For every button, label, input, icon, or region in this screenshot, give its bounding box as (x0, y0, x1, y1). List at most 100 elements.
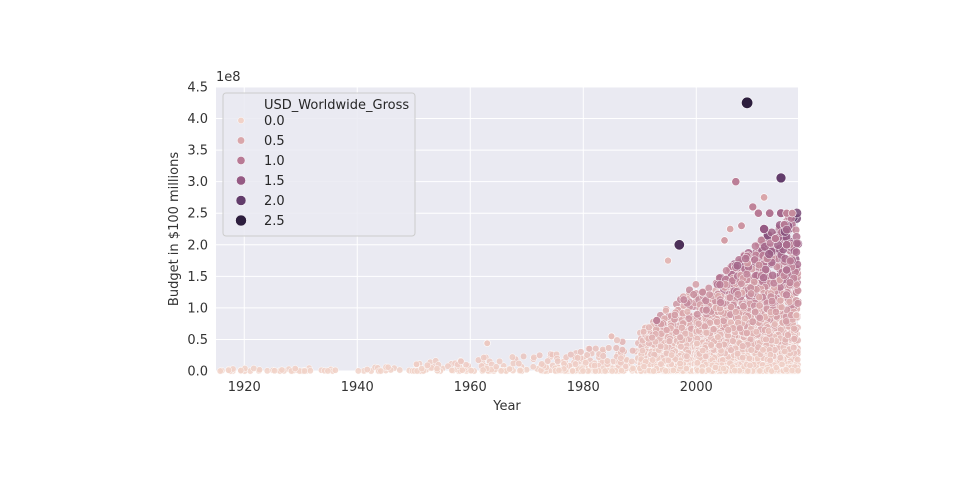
data-point (458, 366, 466, 374)
data-point (331, 366, 339, 374)
data-point (776, 296, 785, 305)
notable-data-point (483, 339, 491, 347)
data-point (668, 351, 676, 359)
notable-data-point (748, 202, 758, 212)
data-point (645, 323, 653, 332)
data-point (741, 254, 751, 264)
notable-data-point (759, 224, 769, 234)
data-point (567, 350, 575, 359)
data-point (467, 367, 475, 375)
data-point (691, 280, 700, 289)
data-point (705, 290, 714, 299)
data-point (702, 352, 710, 360)
notable-data-point (720, 236, 729, 245)
data-point (790, 324, 798, 333)
y-tick-label: 3.0 (187, 175, 208, 190)
data-point (677, 323, 686, 332)
data-point (731, 367, 739, 375)
data-point (384, 363, 392, 371)
data-point (423, 361, 431, 369)
data-point (782, 290, 791, 300)
data-point (657, 342, 665, 351)
data-point (733, 290, 743, 299)
data-point (492, 363, 500, 371)
y-tick-label: 2.0 (187, 238, 208, 253)
data-point (649, 356, 657, 364)
x-tick-label: 1980 (567, 380, 600, 395)
legend-label: 2.5 (264, 214, 285, 229)
data-point (681, 329, 690, 338)
legend-marker (235, 195, 247, 206)
data-point (768, 270, 778, 280)
legend-marker (237, 117, 245, 124)
legend-marker (236, 175, 246, 186)
data-point (306, 367, 314, 375)
data-point (782, 366, 790, 374)
data-point (794, 367, 802, 375)
data-point (751, 241, 760, 251)
data-point (747, 289, 756, 298)
notable-data-point (664, 256, 672, 265)
x-tick-label: 2000 (680, 380, 713, 395)
data-point (354, 367, 362, 375)
data-point (729, 337, 737, 345)
y-axis-title: Budget in $100 millions (167, 152, 182, 306)
data-point (759, 346, 767, 354)
data-point (683, 352, 691, 360)
data-point (555, 366, 563, 374)
notable-data-point (760, 193, 769, 202)
data-point (506, 365, 514, 373)
data-point (648, 333, 656, 342)
data-point (664, 356, 672, 364)
data-point (715, 280, 725, 290)
data-point (225, 366, 233, 374)
data-point (739, 354, 747, 362)
data-point (480, 354, 488, 362)
legend-label: 1.0 (264, 154, 285, 169)
legend-marker (237, 136, 245, 145)
x-tick-label: 1920 (228, 380, 261, 395)
notable-data-point (607, 332, 616, 340)
data-point (742, 269, 752, 279)
grid-lines (216, 86, 798, 372)
data-point (792, 238, 802, 248)
data-point (618, 367, 625, 374)
data-point (657, 360, 665, 368)
data-point (766, 356, 774, 364)
data-point (722, 266, 731, 275)
data-point (324, 367, 332, 375)
data-point (735, 324, 744, 333)
legend-entries: 0.0 0.5 1.0 1.5 2.0 2.5 (235, 114, 285, 229)
data-point (755, 301, 764, 310)
data-point (605, 344, 613, 352)
data-point (702, 306, 711, 315)
y-tick-label: 1.0 (187, 301, 208, 316)
data-point (755, 293, 764, 302)
data-point (496, 357, 504, 365)
data-point (698, 367, 706, 375)
data-point (618, 346, 627, 354)
data-point (508, 353, 516, 361)
data-point (448, 366, 456, 374)
data-point (705, 366, 712, 374)
data-point (608, 367, 616, 375)
data-point (574, 354, 582, 362)
x-tick-label: 1940 (341, 380, 374, 395)
data-point (778, 360, 786, 368)
x-tick-labels: 1920 1940 1960 1980 2000 (228, 380, 713, 395)
data-point (676, 333, 684, 342)
notable-data-point (726, 225, 735, 234)
legend-title: USD_Worldwide_Gross (264, 98, 409, 113)
y-tick-labels: 0.0 0.5 1.0 1.5 2.0 2.5 3.0 3.5 4.0 4.5 (187, 81, 208, 380)
data-point (256, 366, 263, 374)
data-point (785, 278, 795, 287)
data-point (724, 326, 733, 334)
notable-data-point (652, 316, 662, 325)
data-point (793, 299, 803, 308)
notable-data-point (754, 208, 763, 218)
data-point (771, 307, 780, 316)
data-point (727, 346, 735, 354)
data-point (677, 343, 685, 351)
data-point (716, 298, 725, 307)
